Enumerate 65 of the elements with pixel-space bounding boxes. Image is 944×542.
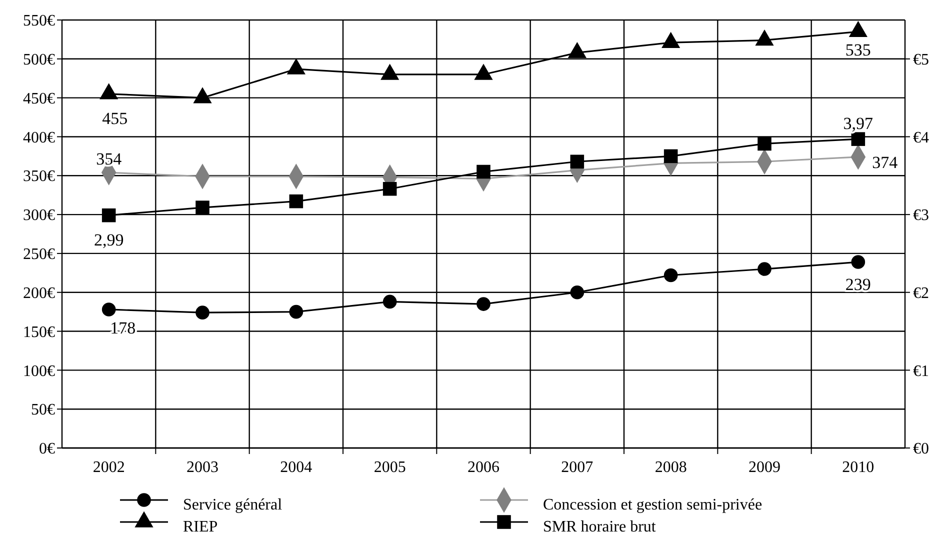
y-tick-label: 50€ (31, 402, 55, 419)
point (758, 136, 772, 151)
point (474, 64, 493, 80)
data-label: 3,97 (843, 114, 874, 134)
y-tick-label: 250€ (23, 246, 55, 264)
point (476, 297, 490, 311)
point (758, 262, 772, 276)
y-tick-label: 0€ (39, 440, 55, 458)
y2-tick-label: €5 (913, 52, 929, 69)
point (664, 149, 678, 164)
data-label: 354 (96, 149, 122, 168)
point (755, 29, 774, 46)
legend-label: RIEP (183, 518, 218, 536)
point (286, 58, 306, 74)
y2-tick-label: €2 (913, 284, 929, 302)
data-label: 2,99 (94, 230, 124, 250)
y2-tick-label: €3 (913, 207, 929, 224)
x-tick-label: 2008 (654, 459, 687, 476)
legend-label: Service général (183, 496, 283, 514)
y2-tick-label: €4 (913, 129, 929, 146)
y-tick-label: 150€ (23, 324, 55, 341)
legend-label: Concession et gestion semi-privée (543, 496, 762, 514)
y-tick-label: 350€ (23, 168, 55, 186)
point (289, 304, 304, 319)
y2-tick-label: €1 (913, 362, 929, 380)
y-tick-label: 300€ (23, 207, 55, 224)
point (568, 42, 586, 58)
x-tick-label: 2005 (374, 459, 406, 476)
data-label: 374 (872, 152, 898, 172)
x-tick-label: 2004 (280, 459, 312, 476)
y-tick-label: 450€ (23, 90, 55, 108)
point (196, 200, 210, 214)
point (848, 20, 868, 38)
x-tick-label: 2007 (561, 459, 594, 476)
data-label: 239 (845, 274, 871, 294)
point (193, 87, 212, 104)
x-tick-label: 2006 (468, 459, 500, 476)
data-label: 535 (845, 40, 871, 60)
point (664, 268, 678, 282)
point (100, 83, 118, 100)
point (570, 285, 584, 300)
y2-tick-label: €0 (913, 440, 929, 458)
point (102, 302, 116, 316)
point (851, 255, 866, 269)
y-tick-label: 400€ (23, 129, 55, 146)
x-tick-label: 2002 (92, 459, 125, 476)
y-tick-label: 200€ (23, 284, 55, 302)
point (382, 182, 397, 196)
point (382, 294, 397, 309)
point (380, 64, 400, 80)
x-tick-label: 2010 (842, 459, 874, 476)
legend-label: SMR horaire brut (543, 518, 656, 536)
point (102, 208, 116, 222)
y-tick-label: 100€ (23, 362, 55, 380)
point (476, 164, 490, 179)
data-label: 455 (102, 108, 128, 128)
point (196, 306, 210, 320)
point (851, 132, 866, 146)
x-tick-label: 2003 (186, 459, 218, 476)
y-tick-label: 550€ (23, 12, 55, 30)
x-tick-label: 2009 (748, 459, 780, 476)
point (289, 194, 304, 208)
point (662, 32, 680, 48)
y-tick-label: 500€ (23, 52, 55, 69)
point (570, 154, 584, 169)
